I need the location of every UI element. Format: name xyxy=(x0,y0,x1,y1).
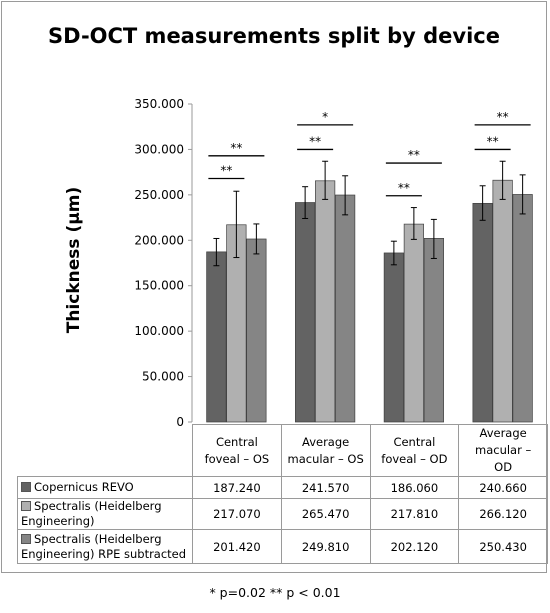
category-label-line: Central xyxy=(393,434,436,449)
y-tick-label: 150.000 xyxy=(134,279,184,293)
legend-label: Engineering) xyxy=(21,514,95,528)
bar xyxy=(206,251,227,423)
category-label-line: foveal – OS xyxy=(204,451,270,466)
y-tick-label: 100.000 xyxy=(134,324,184,338)
significance-label: * xyxy=(322,110,328,124)
legend-label: Copernicus REVO xyxy=(34,480,134,494)
table-cell-value: 241.570 xyxy=(280,476,371,499)
significance-label: ** xyxy=(398,181,410,195)
legend-swatch xyxy=(21,482,31,492)
legend-entry: Spectralis (Heidelberg Engineering) xyxy=(17,498,193,530)
significance-label: ** xyxy=(230,141,242,155)
legend-swatch xyxy=(21,533,31,544)
category-label: Average macular – OS xyxy=(280,424,371,477)
table-cell-value: 266.120 xyxy=(458,498,548,530)
legend-label: Engineering) RPE subtracted xyxy=(21,546,187,561)
category-label-line: Average xyxy=(479,426,527,440)
legend-entry: Copernicus REVO xyxy=(17,476,193,499)
data-table: Central foveal – OS Average macular – OS Cen… xyxy=(17,424,548,564)
bar xyxy=(472,202,493,423)
bar xyxy=(295,202,316,423)
category-label-line: macular – xyxy=(475,443,532,457)
category-label-line: Central xyxy=(215,434,258,449)
legend-label: Spectralis (Heidelberg xyxy=(34,499,162,513)
y-axis-label: Thickness (µm) xyxy=(64,187,84,333)
bar xyxy=(315,180,336,423)
significance-label: ** xyxy=(408,148,420,162)
table-cell-value: 187.240 xyxy=(192,476,282,499)
y-tick-label: 50.000 xyxy=(142,370,184,384)
category-label-line: macular – OS xyxy=(287,451,364,466)
bar xyxy=(383,252,404,423)
category-label-line: OD xyxy=(494,460,513,474)
y-tick-label: 0 xyxy=(176,415,184,429)
y-tick-label: 350.000 xyxy=(134,97,184,111)
y-tick-label: 300.000 xyxy=(134,142,184,156)
category-label-line: Average xyxy=(302,434,350,449)
table-cell-value: 202.120 xyxy=(369,529,460,564)
legend-entry: Spectralis (Heidelberg Engineering) RPE s… xyxy=(17,529,193,564)
y-tick-label: 250.000 xyxy=(134,188,184,202)
legend-swatch xyxy=(21,501,31,511)
bar xyxy=(335,194,356,423)
table-cell-value: 240.660 xyxy=(458,476,548,499)
table-row: Copernicus REVO 187.240 241.570 186.060 240.… xyxy=(17,476,548,499)
significance-label: ** xyxy=(220,164,232,178)
legend-label: Spectralis (Heidelberg xyxy=(34,531,162,546)
footnote: * p=0.02 ** p < 0.01 xyxy=(209,585,341,600)
table-corner xyxy=(17,424,193,477)
category-label: Average macular – OD xyxy=(458,424,548,477)
significance-markers: **** *********** xyxy=(208,110,531,197)
bar xyxy=(423,238,444,423)
table-cell-value: 217.070 xyxy=(192,498,282,530)
bar xyxy=(512,194,533,423)
significance-label: ** xyxy=(497,110,509,124)
chart-frame xyxy=(1,1,547,573)
significance-label: ** xyxy=(487,134,499,148)
y-tick-label: 200.000 xyxy=(134,233,184,247)
category-label-line: foveal – OD xyxy=(381,451,448,466)
bar xyxy=(403,223,424,423)
table-cell-value: 249.810 xyxy=(280,529,371,564)
bars xyxy=(206,179,533,423)
category-label: Central foveal – OS xyxy=(192,424,282,477)
table-cell-value: 250.430 xyxy=(458,529,548,564)
bar xyxy=(492,179,513,423)
category-label: Central foveal – OD xyxy=(369,424,460,477)
table-cell-value: 265.470 xyxy=(280,498,371,530)
axes: 0 50.000 100.000 150.000 200.000 250.000 300.0… xyxy=(134,97,193,429)
table-cell-value: 217.810 xyxy=(369,498,460,530)
bar xyxy=(246,238,267,423)
table-row: Spectralis (Heidelberg Engineering) 217.07… xyxy=(17,498,548,530)
table-cell-value: 186.060 xyxy=(369,476,460,499)
significance-label: ** xyxy=(309,134,321,148)
table-row: Spectralis (Heidelberg Engineering) RPE s… xyxy=(17,529,548,564)
error-bars xyxy=(213,160,526,267)
table-cell-value: 201.420 xyxy=(192,529,282,564)
chart-title: SD-OCT measurements split by device xyxy=(48,24,500,48)
